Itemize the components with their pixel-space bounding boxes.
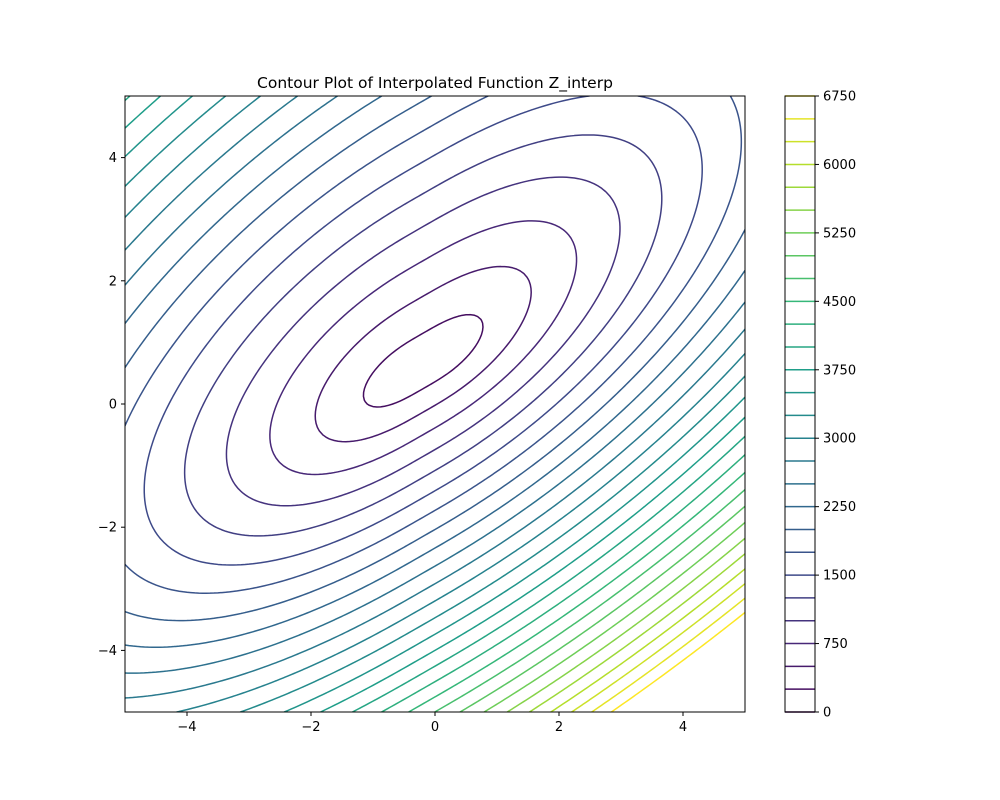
colorbar-tick-label: 3750 [823, 363, 856, 378]
contour-line-5250 [483, 521, 745, 712]
contour-line-1500 [143, 96, 703, 566]
colorbar: 0 750 1500 2250 3000 3750 4500 5250 6000 6750 [784, 90, 856, 721]
contour-line-6250 [570, 582, 745, 712]
x-tick-label: −4 [177, 720, 196, 735]
x-tick-label: 4 [679, 720, 687, 735]
colorbar-tick-label: 2250 [823, 500, 856, 515]
colorbar-tick-label: 750 [823, 637, 848, 652]
contour-line-3500 [125, 96, 745, 712]
colorbar-tick-label: 6750 [823, 90, 856, 105]
colorbar-frame [784, 95, 816, 713]
contour-line-2750 [125, 96, 745, 699]
contour-line-500 [314, 265, 532, 443]
y-tick-label: 2 [109, 274, 117, 289]
y-tick-label: 0 [109, 398, 117, 413]
contour-line-1750 [125, 96, 743, 594]
colorbar-tick-label: 3000 [823, 432, 856, 447]
contour-line-1250 [183, 134, 663, 537]
y-axis: −4 −2 0 2 4 [98, 151, 125, 659]
contour-lines [125, 96, 745, 712]
colorbar-tick-label: 6000 [823, 158, 856, 173]
colorbar-tick-label: 1500 [823, 569, 856, 584]
contour-line-750 [269, 220, 578, 476]
colorbar-tick-label: 4500 [823, 295, 856, 310]
contour-line-6500 [591, 597, 745, 712]
contour-line-1000 [225, 176, 621, 507]
contour-line-2000 [125, 96, 745, 622]
chart-title: Contour Plot of Interpolated Function Z_… [257, 74, 613, 93]
x-tick-label: −2 [301, 720, 320, 735]
contour-line-5750 [528, 553, 745, 712]
contour-line-4750 [434, 488, 745, 712]
x-tick-label: 2 [555, 720, 563, 735]
contour-line-4500 [407, 471, 745, 712]
x-axis: −4 −2 0 2 4 [177, 712, 687, 735]
contour-line-5000 [459, 505, 745, 712]
colorbar-tick-label: 5250 [823, 226, 856, 241]
y-tick-label: −4 [98, 644, 117, 659]
contour-line-250 [362, 313, 484, 408]
contour-line-6000 [550, 568, 745, 712]
contour-line-2250 [125, 96, 745, 648]
colorbar-tick-label: 0 [823, 706, 831, 721]
contour-line-5500 [506, 537, 745, 712]
contour-line-4250 [380, 453, 745, 712]
contour-line-2500 [125, 96, 745, 674]
y-tick-label: 4 [109, 151, 117, 166]
contour-line-6750 [610, 611, 745, 712]
y-tick-label: −2 [98, 521, 117, 536]
x-tick-label: 0 [431, 720, 439, 735]
